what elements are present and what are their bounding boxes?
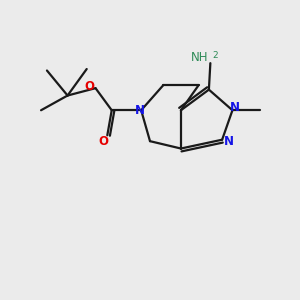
Text: N: N: [135, 104, 145, 117]
Text: O: O: [84, 80, 94, 93]
Text: O: O: [99, 135, 109, 148]
Text: NH: NH: [191, 51, 209, 64]
Text: N: N: [230, 101, 239, 114]
Text: 2: 2: [213, 51, 218, 60]
Text: N: N: [224, 135, 234, 148]
